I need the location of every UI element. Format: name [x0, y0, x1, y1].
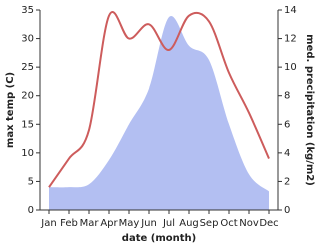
y-tick-label: 0 [28, 205, 34, 216]
y2-tick-label: 6 [284, 119, 290, 130]
y-tick-label: 5 [28, 176, 34, 187]
y2-tick-label: 2 [284, 176, 290, 187]
x-tick-label: Jun [140, 218, 157, 229]
x-tick-label: Feb [60, 218, 78, 229]
y-tick-label: 30 [21, 34, 34, 45]
x-tick-label: Aug [179, 218, 199, 229]
y2-tick-label: 4 [284, 148, 290, 159]
y-tick-label: 10 [21, 148, 34, 159]
y2-tick-label: 10 [284, 62, 297, 73]
temperature-line [48, 11, 270, 188]
y-axis-label: max temp (C) [5, 72, 16, 148]
y2-tick-label: 8 [284, 91, 290, 102]
y2-tick-label: 0 [284, 205, 290, 216]
x-axis-label: date (month) [122, 233, 196, 244]
y2-tick-label: 12 [284, 34, 297, 45]
x-tick-label: Apr [100, 218, 118, 229]
y-tick-label: 35 [21, 5, 34, 16]
precipitation-area [49, 16, 269, 210]
y2-axis-label: med. precipitation (kg/m2) [304, 34, 315, 186]
y2-tick-label: 14 [284, 5, 297, 16]
x-tick-label: Dec [259, 218, 278, 229]
y-tick-label: 15 [21, 119, 34, 130]
y-tick-label: 25 [21, 62, 34, 73]
x-tick-label: Oct [220, 218, 237, 229]
x-tick-label: Jul [162, 218, 175, 229]
x-tick-label: Nov [239, 218, 259, 229]
x-tick-label: Jan [40, 218, 56, 229]
x-tick-label: Sep [200, 218, 219, 229]
x-tick-label: Mar [80, 218, 100, 229]
y-tick-label: 20 [21, 91, 34, 102]
x-tick-label: May [119, 218, 140, 229]
